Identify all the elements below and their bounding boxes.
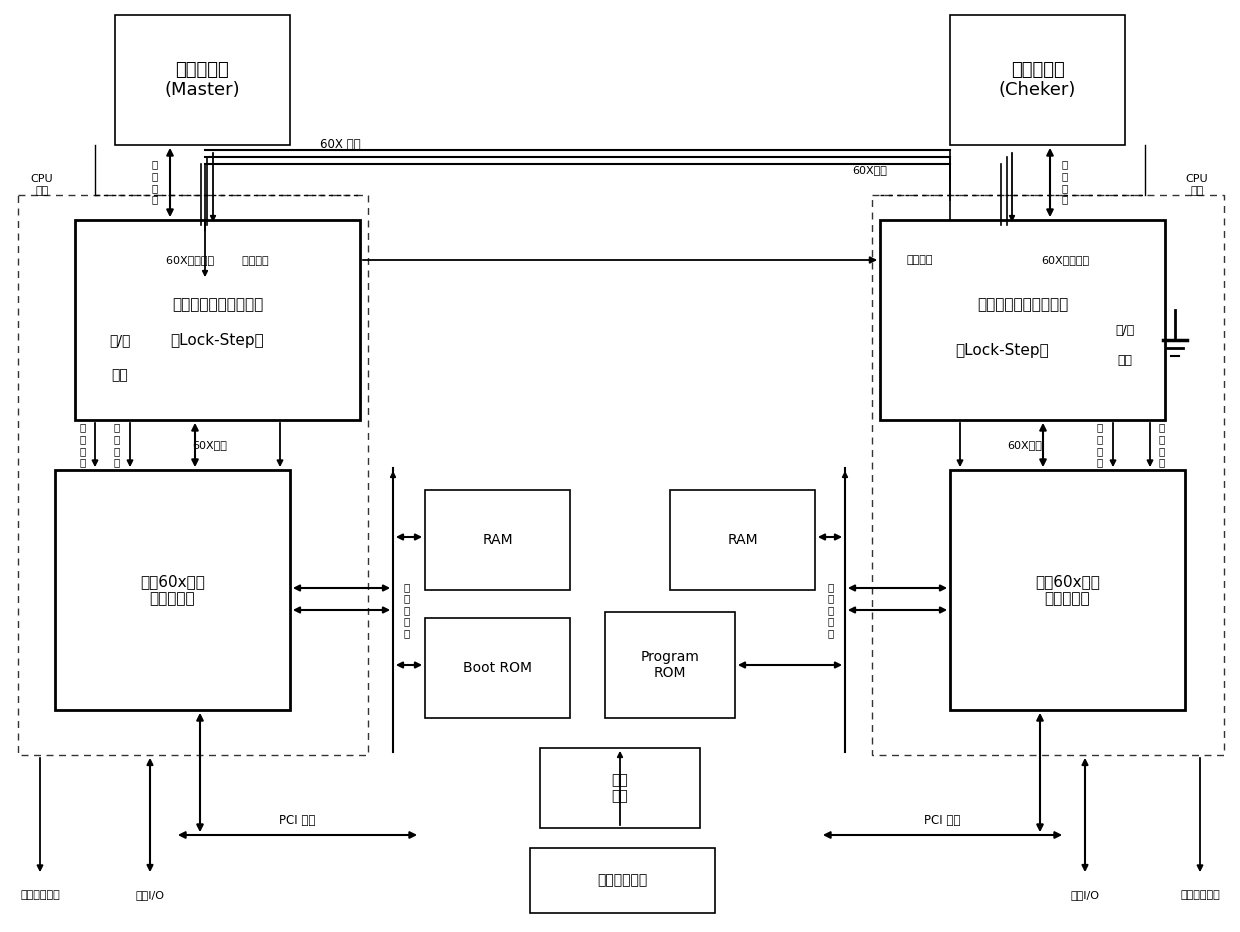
Text: 中
断
信
号: 中 断 信 号	[1061, 159, 1068, 204]
Bar	[19, 195, 368, 755]
Text: 第一处理器
(Master): 第一处理器 (Master)	[165, 61, 241, 100]
Text: 设置: 设置	[1117, 353, 1132, 366]
Text: （Lock-Step）: （Lock-Step）	[956, 342, 1049, 358]
Bar	[950, 15, 1125, 145]
Text: 中
断
信
号: 中 断 信 号	[1097, 422, 1104, 468]
Bar	[872, 195, 1224, 755]
Text: 60X总线: 60X总线	[853, 165, 888, 175]
Text: 60X 总线: 60X 总线	[320, 138, 361, 150]
Text: Boot ROM: Boot ROM	[463, 661, 532, 675]
Text: PCI 总线: PCI 总线	[279, 814, 315, 827]
Text: 故障隔离信号: 故障隔离信号	[1180, 890, 1220, 900]
Bar	[950, 470, 1185, 710]
Text: 离散I/O: 离散I/O	[135, 890, 165, 900]
Text: 60X总线比较: 60X总线比较	[1042, 255, 1089, 265]
Bar	[605, 612, 735, 718]
Text: 中
断
信
号: 中 断 信 号	[151, 159, 159, 204]
Text: 电源转换模块: 电源转换模块	[598, 873, 647, 887]
Text: 离散I/O: 离散I/O	[1070, 890, 1100, 900]
Text: 时
钟
信
号: 时 钟 信 号	[79, 422, 86, 468]
Text: 主/从: 主/从	[109, 333, 130, 347]
Bar	[115, 15, 290, 145]
Bar	[55, 470, 290, 710]
Text: 60X总线: 60X总线	[1008, 440, 1043, 450]
Text: CPU
时钟: CPU 时钟	[1185, 174, 1208, 196]
Text: CPU
时钟: CPU 时钟	[31, 174, 53, 196]
Text: Program
ROM: Program ROM	[641, 650, 699, 680]
Text: RAM: RAM	[482, 533, 513, 547]
Text: 中
断
信
号: 中 断 信 号	[114, 422, 120, 468]
Text: 主/从: 主/从	[1115, 323, 1135, 336]
Text: 第一60x总线
桥转换模块: 第一60x总线 桥转换模块	[140, 574, 205, 606]
Text: （Lock-Step）: （Lock-Step）	[171, 333, 264, 348]
Bar	[529, 848, 715, 913]
Text: 故障管理: 故障管理	[906, 255, 934, 265]
Text: 设置: 设置	[112, 368, 129, 382]
Bar	[74, 220, 360, 420]
Text: 60X总线比较        故障管理: 60X总线比较 故障管理	[166, 255, 269, 265]
Text: PCI 总线: PCI 总线	[924, 814, 960, 827]
Bar	[539, 748, 701, 828]
Text: 时
钟
信
号: 时 钟 信 号	[1159, 422, 1166, 468]
Bar	[670, 490, 815, 590]
Text: 第二总线锁步监控模块: 第二总线锁步监控模块	[977, 297, 1068, 312]
Bar	[425, 618, 570, 718]
Bar	[880, 220, 1166, 420]
Text: 第二60x总线
桥转换模块: 第二60x总线 桥转换模块	[1035, 574, 1100, 606]
Text: RAM: RAM	[727, 533, 758, 547]
Text: 存
储
器
总
线: 存 储 器 总 线	[404, 582, 410, 638]
Text: 第一总线锁步监控模块: 第一总线锁步监控模块	[172, 297, 263, 312]
Text: 60X总线: 60X总线	[192, 440, 227, 450]
Text: 存
储
器
总
线: 存 储 器 总 线	[828, 582, 835, 638]
Bar	[425, 490, 570, 590]
Text: 系统
时钟: 系统 时钟	[611, 773, 629, 803]
Text: 第二处理器
(Cheker): 第二处理器 (Cheker)	[998, 61, 1076, 100]
Text: 故障隔离信号: 故障隔离信号	[20, 890, 60, 900]
